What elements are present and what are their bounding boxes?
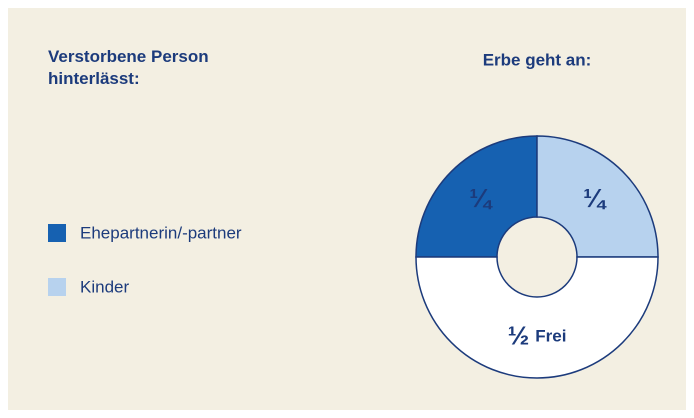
slice-value-label: ¼ [469, 183, 493, 213]
donut-slice [415, 135, 538, 258]
slice-category-label: Frei [535, 327, 566, 346]
slice-value-label: ¼ [583, 183, 607, 213]
slice-label: ¼ [469, 183, 493, 213]
slice-label: ¼ [583, 183, 607, 213]
chart-title: Verstorbene Person hinterlässt: [48, 47, 209, 88]
donut-slice [415, 256, 659, 379]
donut-slice [536, 135, 659, 258]
legend-swatch [48, 224, 66, 242]
legend-label: Ehepartnerin/-partner [80, 223, 242, 242]
chart-subtitle: Erbe geht an: [483, 50, 592, 69]
slice-value-label: ½ [508, 320, 530, 350]
slice-label: ½ Frei [508, 320, 567, 350]
legend-swatch [48, 278, 66, 296]
legend-label: Kinder [80, 277, 129, 296]
